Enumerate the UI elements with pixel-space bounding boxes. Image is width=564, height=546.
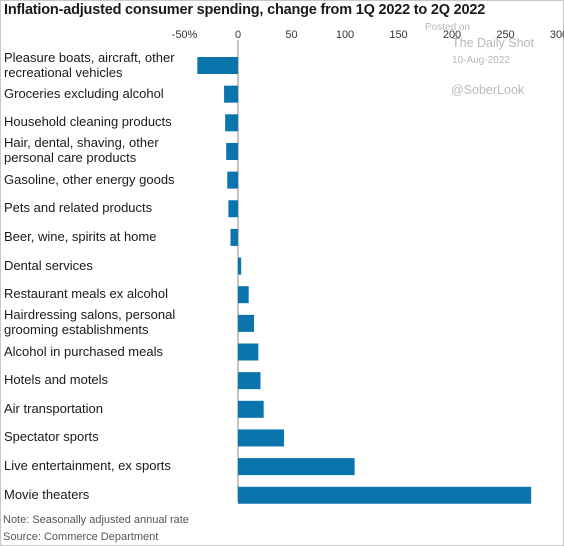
category-label-line: Movie theaters (4, 486, 90, 502)
bar (197, 57, 238, 74)
bar (230, 228, 238, 246)
chart-title: Inflation-adjusted consumer spending, ch… (4, 2, 486, 18)
category-label-line: grooming establishments (4, 322, 149, 338)
category-label: Gasoline, other energy goods (4, 172, 209, 187)
x-tick-label: 250 (496, 29, 515, 41)
bar (238, 400, 264, 418)
category-label: Beer, wine, spirits at home (4, 229, 209, 244)
x-tick-label: 200 (442, 29, 462, 41)
category-label-line: Hair, dental, shaving, other (4, 135, 159, 151)
bar (238, 372, 261, 390)
bar (228, 200, 238, 218)
category-label-line: Hotels and motels (4, 372, 109, 388)
x-tick-label: 50 (285, 29, 298, 41)
category-label: Movie theaters (4, 487, 209, 502)
watermark-date: 10-Aug-2022 (452, 55, 510, 66)
category-label: Alcohol in purchased meals (4, 344, 209, 359)
category-label-line: Gasoline, other energy goods (4, 171, 175, 187)
category-label: Pets and related products (4, 200, 209, 215)
category-label: Hotels and motels (4, 372, 209, 387)
category-label: Live entertainment, ex sports (4, 458, 209, 473)
category-label-line: Live entertainment, ex sports (4, 458, 171, 474)
category-label-line: Restaurant meals ex alcohol (4, 286, 169, 302)
watermark-handle: @SoberLook (451, 83, 525, 97)
x-tick-label: 300 (549, 29, 564, 41)
bar (238, 458, 355, 476)
category-label-line: Hairdressing salons, personal (4, 307, 176, 323)
bar (226, 142, 238, 160)
category-label-line: Dental services (4, 257, 93, 273)
category-label: Household cleaning products (4, 114, 209, 129)
x-tick-label: 0 (234, 29, 242, 41)
x-tick-label: 150 (389, 29, 408, 41)
bar (238, 486, 532, 504)
category-label-line: Household cleaning products (4, 114, 172, 130)
category-label: Spectator sports (4, 429, 209, 444)
bar (238, 286, 249, 304)
bar (238, 429, 285, 447)
category-label-line: Spectator sports (4, 429, 99, 445)
footer-source: Source: Commerce Department (3, 531, 159, 543)
watermark-source-name: The Daily Shot (452, 36, 534, 50)
category-label-line: Alcohol in purchased meals (4, 343, 163, 359)
bar (238, 314, 255, 332)
category-label: Restaurant meals ex alcohol (4, 286, 209, 301)
x-tick-label: 100 (335, 29, 355, 41)
category-label-line: personal care products (4, 150, 137, 166)
category-label: Air transportation (4, 401, 209, 416)
bar (224, 85, 238, 103)
category-label-line: Beer, wine, spirits at home (4, 228, 157, 244)
category-label: Hair, dental, shaving, other personal car… (4, 135, 209, 165)
category-label-line: Pleasure boats, aircraft, other (4, 49, 175, 65)
category-label: Pleasure boats, aircraft, other recreatio… (4, 50, 209, 80)
category-label: Hairdressing salons, personal grooming es… (4, 307, 209, 337)
category-label-line: Groceries excluding alcohol (4, 85, 164, 101)
category-label: Dental services (4, 258, 209, 273)
bar (227, 171, 238, 189)
bar (238, 343, 259, 361)
category-label-line: Air transportation (4, 400, 103, 416)
category-label-line: recreational vehicles (4, 64, 123, 80)
footer-note: Note: Seasonally adjusted annual rate (3, 514, 189, 526)
x-tick-label: -50% (171, 29, 198, 41)
category-label-line: Pets and related products (4, 200, 153, 216)
watermark-posted-on: Posted on (425, 22, 471, 33)
bar (238, 257, 242, 275)
bar (225, 114, 238, 132)
category-label: Groceries excluding alcohol (4, 86, 209, 101)
